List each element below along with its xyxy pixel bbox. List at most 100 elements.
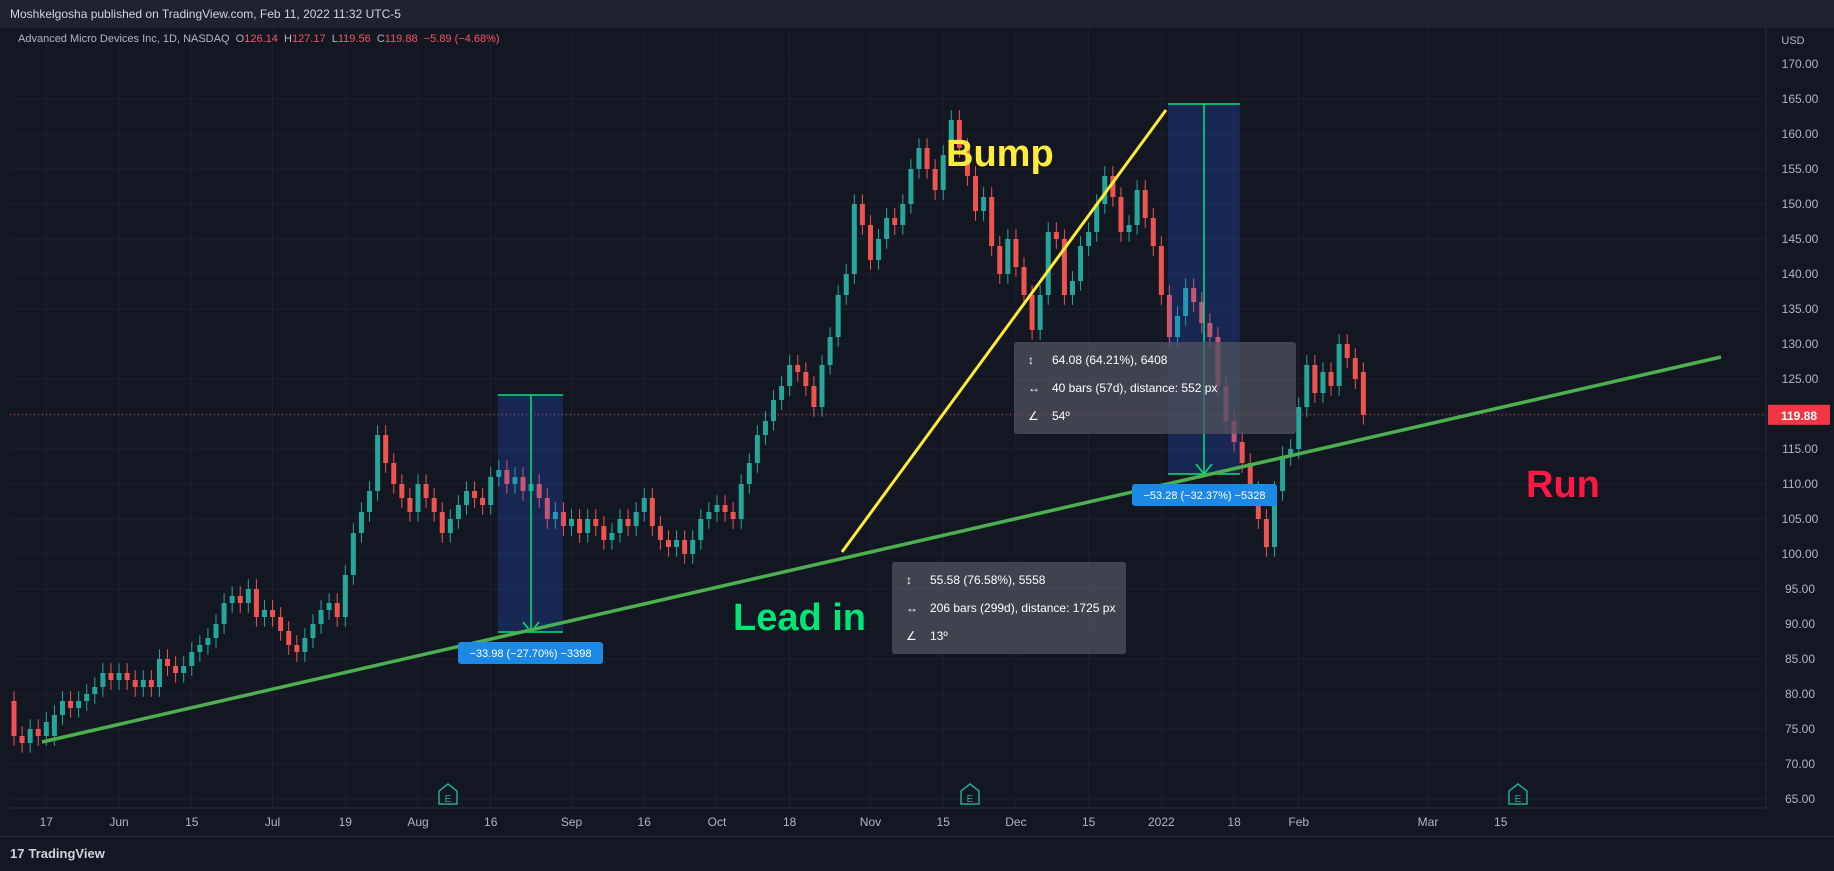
candle-body xyxy=(27,729,33,743)
price-unit-label: USD xyxy=(1781,35,1804,47)
lead-in-label: Lead in xyxy=(733,597,866,639)
candle-body xyxy=(431,498,437,512)
candle-body xyxy=(245,589,251,603)
candle-body xyxy=(771,400,777,421)
high-value: 127.17 xyxy=(291,33,326,45)
price-tick-label: 170.00 xyxy=(1782,57,1819,71)
price-tick-label: 150.00 xyxy=(1782,197,1819,211)
candle-body xyxy=(997,246,1003,274)
time-tick-label: 19 xyxy=(339,815,353,829)
candle-body xyxy=(140,680,146,687)
candle-body xyxy=(375,435,381,491)
high-label: H xyxy=(284,33,292,45)
candle-body xyxy=(617,519,623,533)
price-range-icon: ↕ xyxy=(906,573,912,587)
candle-body xyxy=(779,386,785,400)
footer-bar: 17 TradingView xyxy=(0,836,1834,871)
candle-body xyxy=(722,505,728,512)
price-tick-label: 110.00 xyxy=(1782,477,1818,491)
bump-info-box-line: 54º xyxy=(1052,409,1070,423)
candle-body xyxy=(1013,239,1019,267)
candle-body xyxy=(908,169,914,204)
close-label: C xyxy=(376,33,385,45)
candle-body xyxy=(1021,267,1027,295)
candle-body xyxy=(1102,176,1108,204)
candle-body xyxy=(754,435,760,463)
angle-icon: ∠ xyxy=(1028,409,1039,423)
price-tick-label: 165.00 xyxy=(1782,92,1819,106)
candle-body xyxy=(302,638,308,652)
tradingview-logo[interactable]: 17 TradingView xyxy=(10,846,105,861)
candle-body xyxy=(108,673,114,680)
time-tick-label: Oct xyxy=(708,815,727,829)
price-tick-label: 135.00 xyxy=(1782,302,1819,316)
candle-body xyxy=(156,659,162,687)
candle-body xyxy=(1239,442,1245,463)
candle-body xyxy=(851,204,857,274)
candles xyxy=(11,110,1366,753)
candle-body xyxy=(835,295,841,337)
candle-body xyxy=(43,722,49,736)
candle-body xyxy=(148,680,154,687)
candle-body xyxy=(1352,358,1358,379)
publish-info: Moshkelgosha published on TradingView.co… xyxy=(10,7,401,21)
candle-body xyxy=(1247,463,1253,491)
candle-body xyxy=(1288,449,1294,456)
candle-body xyxy=(1207,323,1213,337)
candle-body xyxy=(1134,190,1140,225)
price-chart[interactable]: Bump Lead in Run −33.98 (−27.70%) −3398 −53.… xyxy=(0,28,1834,836)
candle-body xyxy=(270,610,276,617)
candle-body xyxy=(1183,288,1189,316)
candle-body xyxy=(1199,302,1205,323)
close-value: 119.88 xyxy=(384,33,418,45)
candle-body xyxy=(884,218,890,239)
candle-body xyxy=(900,204,906,225)
candle-body xyxy=(1110,176,1116,197)
candle-body xyxy=(956,120,962,148)
time-tick-label: Nov xyxy=(860,815,881,829)
earnings-icon: E xyxy=(1508,783,1528,805)
candle-body xyxy=(173,666,179,673)
candle-body xyxy=(496,470,502,477)
candle-body xyxy=(1126,225,1132,232)
candle-body xyxy=(989,197,995,246)
candle-body xyxy=(682,540,688,554)
candle-body xyxy=(665,540,671,547)
candle-body xyxy=(1328,372,1334,386)
bars-range-icon: ↔ xyxy=(906,601,918,615)
candle-body xyxy=(278,617,284,631)
symbol-legend: Advanced Micro Devices Inc, 1D, NASDAQ O… xyxy=(18,33,500,45)
candle-body xyxy=(690,540,696,554)
price-tick-label: 85.00 xyxy=(1785,652,1815,666)
candle-body xyxy=(1118,197,1124,232)
candle-body xyxy=(609,533,615,540)
candle-body xyxy=(326,603,332,610)
candle-body xyxy=(1166,295,1172,337)
time-tick-label: Dec xyxy=(1005,815,1026,829)
candle-body xyxy=(116,673,122,680)
candle-body xyxy=(391,463,397,484)
range-box-aug xyxy=(498,394,563,634)
candle-body xyxy=(92,687,98,694)
candle-body xyxy=(213,624,219,638)
candle-body xyxy=(981,197,987,211)
price-tick-label: 130.00 xyxy=(1782,337,1819,351)
candle-body xyxy=(593,519,599,526)
price-tick-label: 140.00 xyxy=(1782,267,1819,281)
chart-area[interactable]: Bump Lead in Run −33.98 (−27.70%) −3398 −53.… xyxy=(0,28,1834,836)
price-tick-label: 115.00 xyxy=(1782,442,1818,456)
candle-body xyxy=(439,512,445,533)
candle-body xyxy=(310,624,316,638)
candle-body xyxy=(827,337,833,365)
earnings-icon-letter: E xyxy=(967,794,974,805)
time-tick-label: 15 xyxy=(1082,815,1096,829)
candle-body xyxy=(924,148,930,169)
grid-lines xyxy=(10,28,1766,808)
price-axis-bg xyxy=(1766,28,1834,836)
candle-body xyxy=(221,603,227,624)
price-tick-label: 90.00 xyxy=(1785,617,1815,631)
candle-body xyxy=(633,512,639,526)
candle-body xyxy=(19,736,25,743)
bump-info-box-line: 64.08 (64.21%), 6408 xyxy=(1052,353,1168,367)
price-tick-label: 80.00 xyxy=(1785,687,1815,701)
